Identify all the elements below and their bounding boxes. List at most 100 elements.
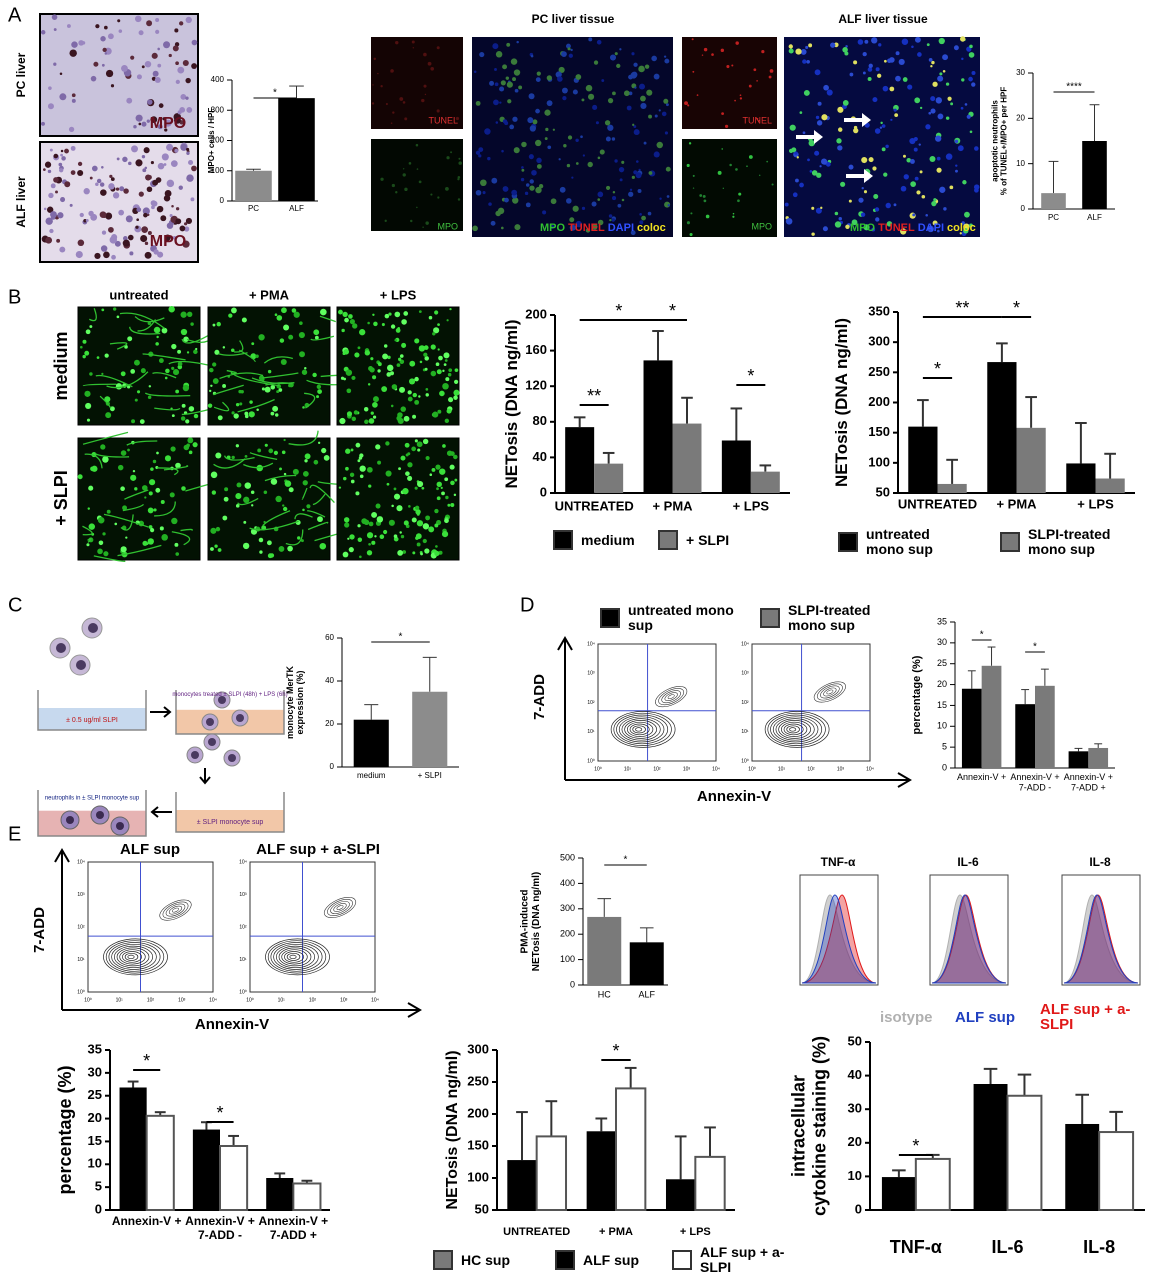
flow-tick-label: 10³ — [741, 671, 749, 677]
image-texture — [400, 455, 406, 461]
image-texture — [875, 217, 880, 222]
image-texture — [441, 531, 449, 538]
contour — [165, 903, 186, 917]
image-texture — [425, 455, 430, 461]
y-axis-title-line: cytokine staining (%) — [809, 1036, 829, 1216]
image-texture — [436, 46, 440, 50]
image-texture — [215, 526, 221, 532]
image-texture — [447, 372, 452, 377]
bar — [1095, 478, 1125, 493]
arrow-head — [814, 130, 823, 144]
image-texture — [960, 36, 966, 42]
image-texture — [390, 404, 394, 408]
image-texture — [383, 529, 388, 535]
image-texture — [102, 456, 109, 463]
image-texture — [430, 193, 433, 196]
image-texture — [588, 37, 593, 42]
flow-tick-label: 10² — [77, 924, 85, 930]
net-strand — [129, 326, 161, 335]
image-texture — [414, 376, 419, 382]
image-texture — [653, 151, 660, 158]
flow-tick-label: 10³ — [340, 997, 348, 1003]
y-tick-label: 50 — [876, 484, 890, 499]
cell-nucleus — [116, 822, 124, 830]
x-tick-label: Annexin-V +7-ADD + — [258, 1214, 328, 1242]
image-texture — [932, 220, 938, 226]
image-texture — [575, 162, 579, 165]
image-texture — [368, 484, 372, 488]
image-texture — [851, 219, 858, 226]
image-texture — [883, 59, 887, 63]
image-texture — [83, 188, 90, 195]
image-texture — [443, 363, 447, 367]
image-texture — [521, 166, 524, 169]
image-texture — [64, 181, 71, 188]
image-texture — [106, 509, 111, 514]
x-tick-label: PC — [248, 204, 259, 213]
cell-nucleus — [96, 811, 104, 819]
image-texture — [436, 481, 442, 488]
image-texture — [264, 443, 268, 447]
y-axis-title: MPO+ cells / HPF — [207, 108, 216, 174]
image-texture — [494, 82, 499, 87]
image-texture — [453, 389, 460, 396]
image-texture — [732, 212, 735, 215]
histogram-curve — [801, 894, 877, 984]
image-texture — [737, 199, 740, 203]
contour — [113, 945, 154, 969]
image-texture — [619, 178, 623, 182]
y-tick-label: 150 — [868, 424, 890, 439]
image-texture — [177, 361, 183, 367]
image-texture — [807, 158, 810, 162]
image-texture — [454, 368, 459, 373]
contour — [767, 712, 826, 746]
image-texture — [115, 383, 123, 390]
image-texture — [175, 61, 179, 66]
legend-item: SLPI-treated mono sup — [1000, 527, 1128, 557]
image-texture — [581, 206, 586, 210]
image-texture — [402, 173, 406, 177]
image-texture — [357, 459, 361, 463]
image-texture — [717, 170, 722, 175]
y-tick-label: 10 — [1016, 159, 1025, 168]
image-texture — [699, 194, 703, 197]
image-texture — [506, 42, 511, 47]
x-tick-label: Annexin-V + — [957, 772, 1006, 782]
image-texture — [616, 63, 621, 69]
image-texture — [177, 66, 185, 74]
image-texture — [222, 346, 226, 349]
image-texture — [501, 149, 504, 153]
y-tick-label: 25 — [937, 658, 947, 668]
image-texture — [429, 473, 433, 477]
image-texture — [935, 135, 942, 142]
contour — [613, 712, 672, 746]
image-texture — [135, 225, 139, 229]
image-texture — [174, 42, 180, 47]
image-texture — [415, 509, 421, 515]
image-texture — [638, 65, 645, 73]
image-texture — [421, 486, 425, 490]
image-texture — [525, 202, 531, 208]
dish — [37, 790, 147, 837]
image-texture — [748, 84, 752, 88]
image-texture — [472, 225, 478, 232]
image-texture — [170, 407, 173, 410]
image-texture — [192, 442, 198, 448]
image-texture — [257, 448, 262, 453]
image-texture — [141, 485, 148, 491]
flow-tick-label: 10⁰ — [741, 758, 749, 764]
image-texture — [302, 508, 305, 512]
y-tick-label: 0 — [330, 762, 335, 771]
image-texture — [458, 157, 461, 160]
image-texture — [349, 534, 355, 540]
image-texture — [391, 504, 394, 508]
image-texture — [407, 475, 413, 481]
image-texture — [142, 540, 148, 546]
y-tick-label: 0 — [220, 196, 225, 205]
cell-nucleus — [218, 696, 226, 704]
merge-word: TUNEL — [568, 222, 605, 234]
y-axis-title: NETosis (DNA ng/ml) — [502, 319, 521, 488]
image-texture — [458, 161, 462, 165]
image-texture — [97, 548, 103, 555]
